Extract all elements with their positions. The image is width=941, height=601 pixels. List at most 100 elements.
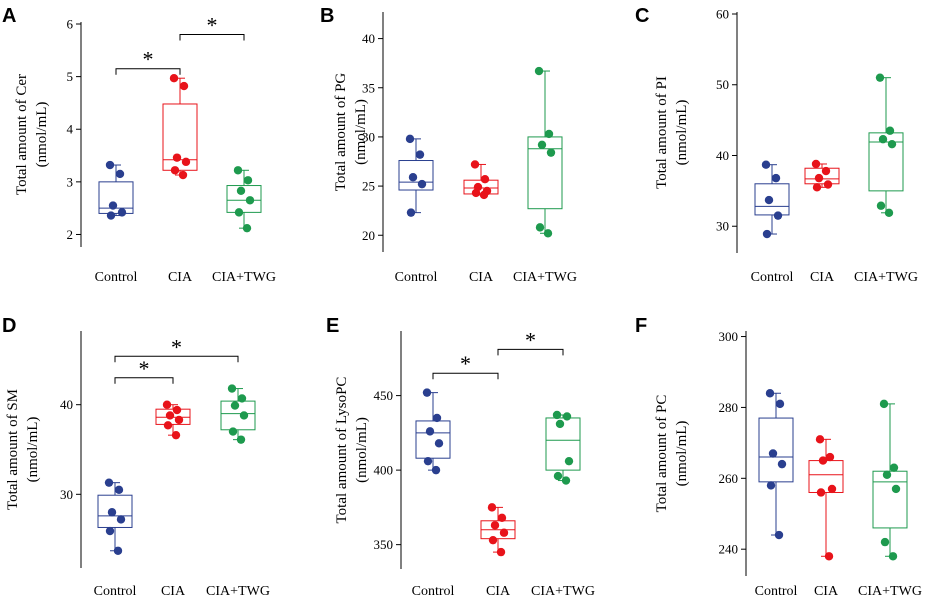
y-axis-title: Total amount of SM: [5, 389, 21, 510]
y-tick-label: 350: [374, 537, 394, 552]
box-control: [97, 494, 133, 528]
significance-bracket: [179, 34, 245, 41]
significance-star: *: [525, 327, 536, 352]
data-point-cia-twg: [882, 470, 892, 479]
significance-bracket: [114, 377, 174, 384]
data-point-cia: [812, 183, 822, 192]
panel-letter-c: C: [635, 5, 649, 27]
data-point-cia-twg: [884, 208, 894, 217]
data-point-cia-twg: [887, 139, 897, 149]
data-point-cia-twg: [880, 537, 890, 547]
data-point-cia-twg: [242, 223, 252, 233]
data-point-cia: [174, 415, 184, 425]
data-point-cia-twg: [889, 463, 899, 472]
data-point-cia: [488, 535, 498, 545]
y-tick-label: 6: [67, 17, 74, 32]
y-tick-label: 3: [67, 174, 74, 189]
data-point-control: [108, 201, 118, 210]
y-tick-label: 4: [67, 122, 74, 137]
x-category-label-control: Control: [751, 270, 794, 285]
x-category-label-control: Control: [412, 584, 455, 599]
data-point-cia-twg: [888, 552, 898, 561]
data-point-cia-twg: [230, 401, 240, 410]
data-point-cia: [470, 160, 480, 169]
data-point-control: [774, 530, 784, 540]
data-point-cia: [479, 190, 489, 200]
y-axis-title: Total amount of PC: [654, 395, 670, 513]
data-point-control: [765, 389, 775, 398]
data-point-control: [768, 449, 778, 458]
data-point-cia-twg: [885, 126, 895, 135]
y-axis-unit: (nmol/mL): [674, 421, 690, 487]
data-point-cia: [162, 400, 172, 409]
y-axis-unit: (nmol/mL): [353, 99, 369, 165]
y-tick-label: 50: [716, 77, 729, 92]
data-point-control: [762, 229, 772, 239]
data-point-cia-twg: [243, 176, 253, 185]
box-cia-twg: [872, 470, 908, 529]
y-axis-title: Total amount of Cer: [14, 74, 30, 195]
data-point-cia-twg: [876, 201, 886, 210]
data-point-cia: [480, 175, 490, 184]
data-point-cia: [815, 435, 825, 444]
significance-bracket: [114, 355, 239, 363]
data-point-cia-twg: [543, 229, 553, 238]
data-point-cia: [818, 456, 828, 465]
data-point-control: [117, 208, 127, 217]
data-point-control: [105, 160, 115, 170]
data-point-cia-twg: [227, 384, 237, 393]
significance-bracket: [115, 68, 181, 75]
data-point-cia-twg: [553, 471, 563, 481]
x-category-label-cia-twg: CIA+TWG: [531, 584, 595, 599]
data-point-control: [766, 481, 776, 490]
data-point-control: [408, 173, 418, 182]
data-point-cia: [814, 173, 824, 183]
data-point-cia: [827, 484, 837, 494]
data-point-cia-twg: [544, 129, 554, 139]
data-point-cia: [824, 552, 834, 561]
panel-letter-b: B: [320, 5, 334, 27]
significance-star: *: [143, 47, 154, 72]
data-point-control: [115, 169, 125, 179]
x-category-label-cia-twg: CIA+TWG: [212, 270, 276, 285]
y-tick-label: 2: [67, 227, 74, 242]
y-tick-label: 240: [719, 542, 739, 557]
data-point-cia-twg: [237, 394, 247, 403]
box-cia-twg: [868, 132, 904, 192]
data-point-control: [423, 456, 433, 466]
panel-b: B 20 25 30 35 40 Total amount of PG (nmol/mL) Co…: [320, 5, 577, 285]
data-point-control: [422, 388, 432, 397]
y-tick-label: 40: [60, 397, 73, 412]
y-tick-label: 30: [716, 219, 729, 234]
x-category-label-control: Control: [395, 270, 438, 285]
data-point-cia-twg: [561, 476, 571, 485]
data-point-cia: [181, 157, 191, 167]
significance-bracket: [497, 348, 564, 356]
data-point-cia-twg: [562, 412, 572, 421]
data-point-cia: [169, 73, 179, 83]
x-category-label-cia: CIA: [810, 270, 835, 285]
box-control: [98, 181, 134, 214]
data-point-control: [114, 485, 124, 495]
panel-a: A 2 3 4 5 6 Total amount of Cer (nmol/mL) Contro…: [2, 5, 276, 285]
significance-star: *: [171, 334, 182, 359]
y-tick-label: 40: [362, 31, 375, 46]
x-category-label-cia-twg: CIA+TWG: [858, 584, 922, 599]
panel-d: D 30 40 Total amount of SM (nmol/mL) Control C…: [2, 315, 270, 599]
box-cia-twg: [527, 136, 563, 210]
y-tick-label: 35: [362, 80, 375, 95]
data-point-control: [107, 508, 117, 517]
data-point-cia: [823, 180, 833, 189]
y-axis-unit: (nmol/mL): [674, 100, 690, 166]
data-point-cia-twg: [234, 208, 244, 217]
data-point-control: [771, 173, 781, 183]
y-axis-title: Total amount of PI: [654, 76, 670, 189]
data-point-cia: [490, 521, 500, 530]
panel-e: E 350 400 450 Total amount of LysoPC (nmol/mL…: [326, 315, 595, 599]
data-point-cia-twg: [555, 419, 565, 429]
data-point-cia: [170, 166, 180, 175]
panel-letter-e: E: [326, 315, 339, 337]
data-point-cia: [496, 547, 506, 557]
x-category-label-control: Control: [95, 270, 138, 285]
